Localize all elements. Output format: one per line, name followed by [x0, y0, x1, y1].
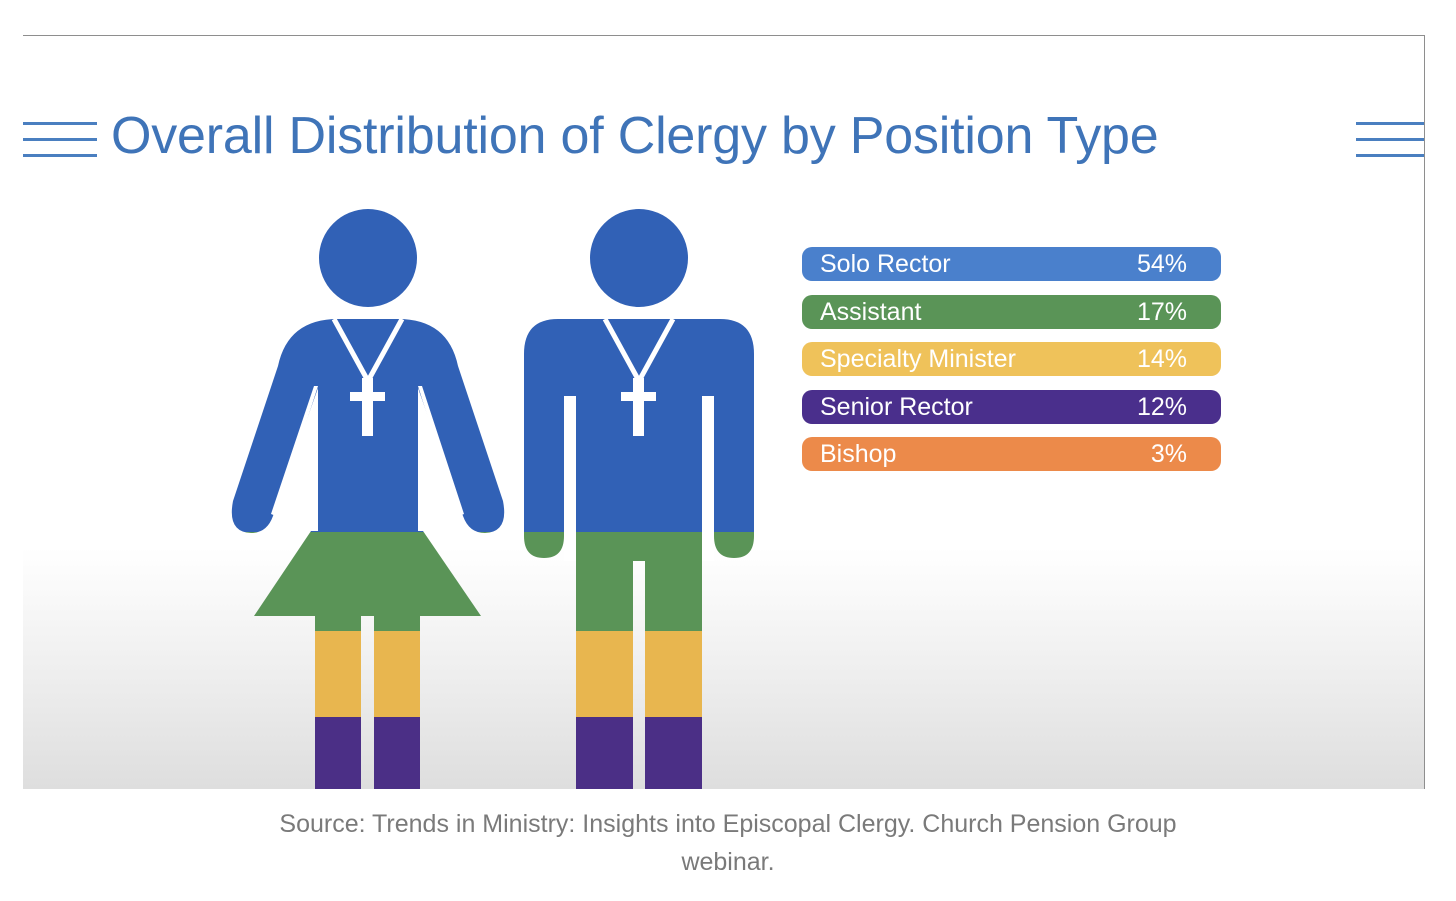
title-decor-lines-left: [23, 122, 97, 158]
chart-title: Overall Distribution of Clergy by Positi…: [111, 107, 1159, 165]
legend-item-bishop: Bishop 3%: [802, 437, 1221, 471]
man-clergy-icon: [524, 209, 754, 789]
legend-item-label: Specialty Minister: [820, 345, 1016, 373]
image-caption: Source: Trends in Ministry: Insights int…: [0, 805, 1456, 881]
clergy-figures-illustration: [231, 209, 754, 789]
position-type-legend: Solo Rector 54% Assistant 17% Specialty Mini…: [802, 247, 1221, 485]
man-cross: [621, 378, 656, 436]
legend-item-senior-rector: Senior Rector 12%: [802, 389, 1221, 424]
title-decor-lines-right: [1356, 122, 1424, 158]
legend-item-label: Senior Rector: [820, 392, 973, 421]
legend-item-value: 17%: [1136, 297, 1187, 326]
legend-item-specialty-minister: Specialty Minister 14%: [802, 342, 1221, 376]
legend-item-value: 12%: [1136, 392, 1187, 421]
slide: Overall Distribution of Clergy by Positi…: [23, 35, 1425, 789]
legend-item-solo-rector: Solo Rector 54%: [802, 247, 1221, 281]
legend-item-value: 14%: [1136, 345, 1187, 373]
legend-item-assistant: Assistant 17%: [802, 294, 1221, 329]
woman-clergy-icon: [231, 209, 505, 789]
legend-item-label: Bishop: [820, 440, 897, 468]
woman-arm-gaps: [271, 386, 464, 516]
caption-text: Source: Trends in Ministry: Insights int…: [279, 810, 1177, 876]
legend-item-label: Assistant: [820, 297, 922, 326]
man-arm-gaps: [564, 396, 714, 561]
legend-item-value: 54%: [1136, 250, 1187, 278]
legend-item-label: Solo Rector: [820, 250, 951, 278]
legend-item-value: 3%: [1150, 440, 1187, 468]
woman-cross: [350, 378, 385, 436]
